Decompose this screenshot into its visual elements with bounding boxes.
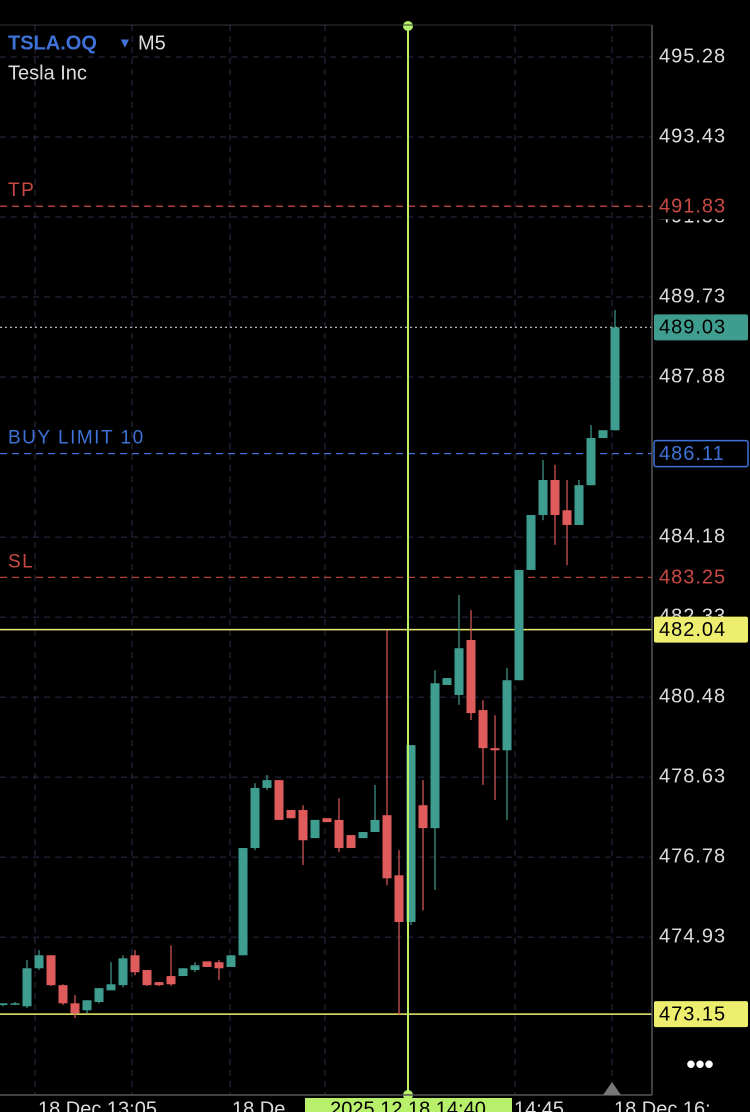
candle-body	[94, 988, 104, 1003]
candle-body	[394, 875, 404, 923]
candle-body	[10, 1003, 20, 1005]
candle-body	[154, 982, 164, 986]
candle-body	[166, 976, 176, 985]
candle-body	[226, 955, 236, 967]
level-price: 483.25	[659, 567, 726, 589]
candle-body	[610, 327, 620, 431]
candle-body	[514, 569, 524, 681]
candle-body	[418, 805, 428, 829]
y-tick-label: 476.78	[659, 845, 726, 867]
candle-body	[34, 955, 44, 969]
candle-body	[538, 479, 548, 516]
scroll-marker[interactable]	[603, 1082, 621, 1095]
candle-body	[142, 970, 152, 986]
candle-body	[334, 819, 344, 849]
candle-body	[214, 962, 224, 969]
y-tick-label: 484.18	[659, 525, 726, 547]
crosshair-time: 2025.12.18 14:40	[330, 1098, 486, 1112]
y-tick-label: 495.28	[659, 45, 726, 67]
candle-body	[598, 430, 608, 439]
candle-body	[46, 955, 56, 986]
candle-body	[310, 819, 320, 839]
time-axis: 18 Dec 13:05 18 De 14:45 18 Dec 16: 2025.12.…	[38, 1098, 711, 1112]
levels: TP BUY LIMIT 10 SL	[0, 180, 652, 1015]
grid	[0, 25, 652, 1095]
symbol-dropdown[interactable]: ▼	[118, 35, 132, 51]
candle-body	[130, 955, 140, 973]
candle-body	[286, 809, 296, 819]
crosshair-time-box	[305, 1098, 512, 1112]
candle-body	[274, 780, 284, 820]
candle-body	[238, 848, 248, 956]
level-price: 491.83	[659, 195, 726, 217]
level-price: 489.03	[659, 317, 726, 339]
candle-body	[370, 819, 380, 833]
y-tick-label: 493.43	[659, 125, 726, 147]
candle-body	[82, 1000, 92, 1011]
candle-body	[262, 780, 272, 788]
candle-body	[526, 515, 536, 570]
crosshair-handle	[403, 21, 413, 31]
more-menu[interactable]: •••	[686, 1049, 713, 1079]
candle-body	[190, 965, 200, 971]
level-label: TP	[8, 180, 35, 201]
symbol[interactable]: TSLA.OQ	[8, 32, 97, 54]
candle-body	[574, 485, 584, 525]
level-price: 486.11	[659, 443, 725, 465]
level-price: 482.04	[659, 619, 726, 641]
candle-body	[586, 438, 596, 486]
candle-body	[562, 510, 572, 525]
candle-body	[178, 968, 188, 977]
candle-body	[478, 710, 488, 749]
candle-body	[298, 809, 308, 841]
instrument-name: Tesla Inc	[8, 62, 87, 84]
candle-body	[70, 1003, 80, 1014]
y-tick-label: 480.48	[659, 685, 726, 707]
candle-body	[466, 640, 476, 714]
level-label: BUY LIMIT 10	[8, 428, 145, 449]
x-tick-label: 18 De	[232, 1098, 285, 1112]
candle-body	[382, 815, 392, 879]
x-tick-label: 18 Dec 16:	[614, 1098, 711, 1112]
y-tick-label: 474.93	[659, 925, 726, 947]
level-label: SL	[8, 551, 34, 572]
candle-body	[106, 984, 116, 991]
candle-body	[550, 479, 560, 516]
candle-body	[250, 787, 260, 849]
candle-body	[406, 745, 416, 923]
y-tick-label: 487.88	[659, 365, 726, 387]
level-price-box	[654, 193, 748, 220]
level-price-box	[654, 1001, 748, 1028]
candle-body	[322, 818, 332, 823]
y-tick-label: 489.73	[659, 285, 726, 307]
candle-body	[118, 958, 128, 986]
candle-body	[442, 678, 452, 685]
x-tick-label: 18 Dec 13:05	[38, 1098, 157, 1112]
level-price-box	[654, 564, 748, 591]
candle-body	[490, 748, 500, 751]
candle-body	[22, 968, 32, 1007]
price-axis: 495.28493.43491.58489.73487.88484.18482.…	[653, 45, 749, 1028]
level-price-box	[654, 616, 748, 643]
timeframe[interactable]: M5	[138, 32, 166, 54]
y-tick-label: 478.63	[659, 765, 726, 787]
level-price: 473.15	[659, 1003, 726, 1025]
candles	[0, 21, 620, 1100]
candle-body	[202, 961, 212, 967]
candle-body	[502, 680, 512, 751]
level-price-box	[653, 439, 749, 468]
candle-body	[346, 835, 356, 849]
level-price-box	[654, 314, 748, 341]
x-tick-label: 14:45	[514, 1098, 564, 1112]
candle-body	[430, 683, 440, 829]
candle-body	[58, 985, 68, 1004]
candle-body	[0, 1003, 8, 1006]
candle-body	[454, 648, 464, 695]
candle-body	[358, 832, 368, 839]
